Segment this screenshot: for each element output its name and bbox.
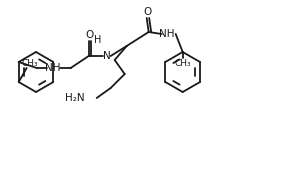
Text: H₂N: H₂N (65, 93, 85, 103)
Text: O: O (86, 30, 94, 40)
Text: NH: NH (45, 63, 60, 73)
Text: H: H (94, 35, 101, 45)
Text: CH₃: CH₃ (21, 59, 38, 67)
Text: CH₃: CH₃ (174, 59, 191, 69)
Text: O: O (143, 7, 152, 17)
Text: N: N (103, 51, 111, 61)
Text: NH: NH (159, 29, 175, 39)
